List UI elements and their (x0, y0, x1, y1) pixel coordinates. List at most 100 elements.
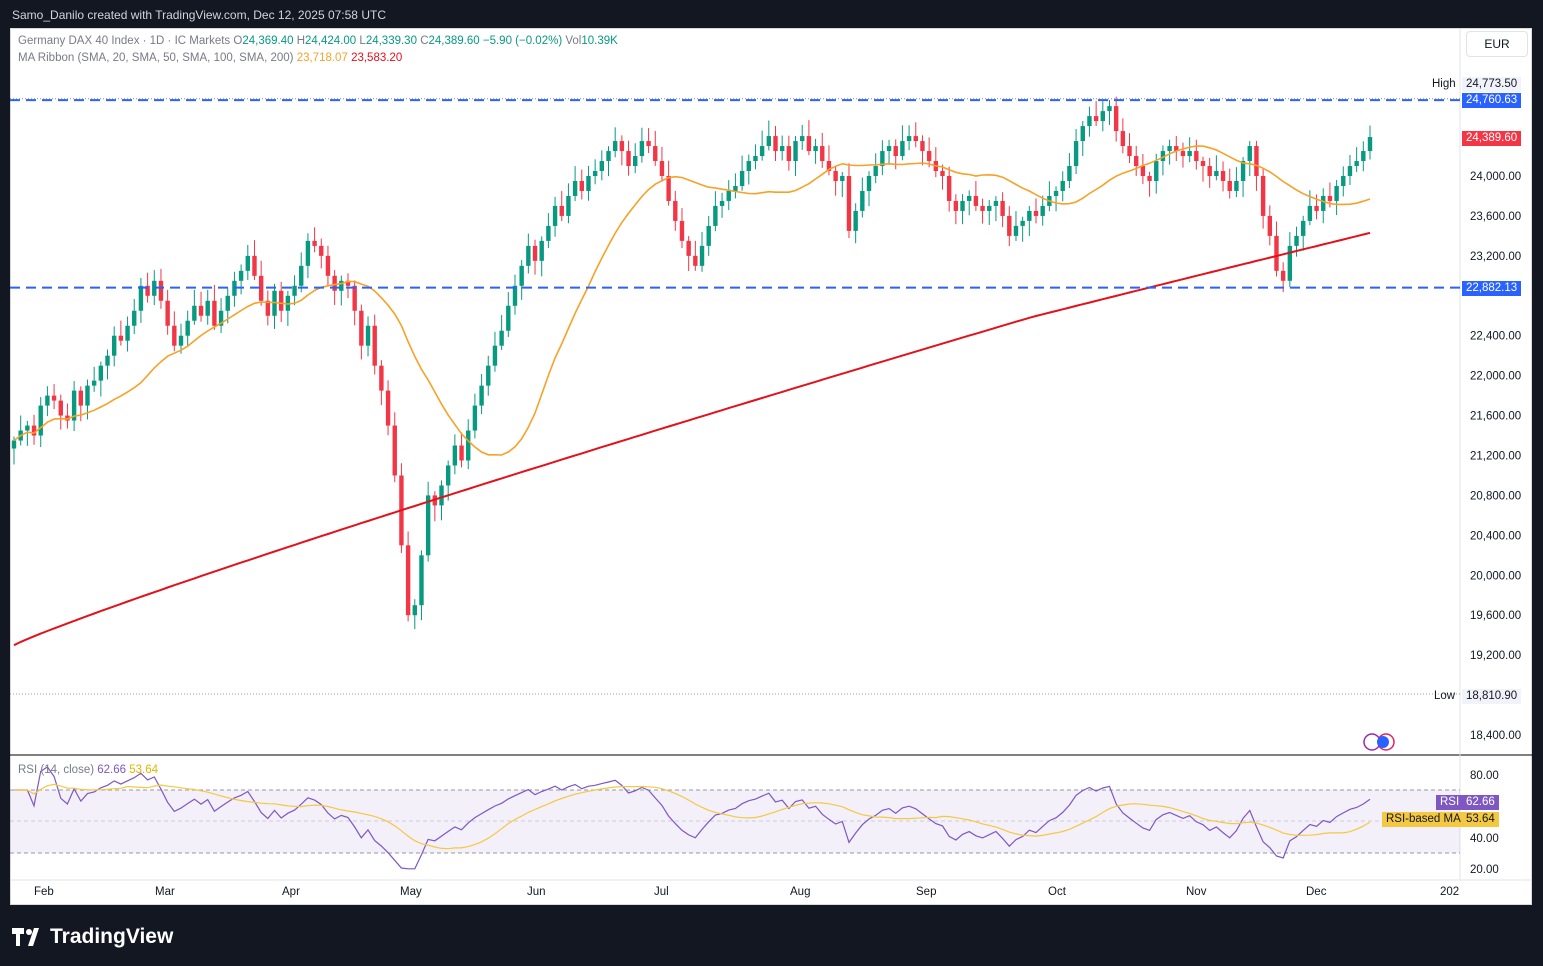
candle-body (172, 325, 177, 346)
candle (165, 289, 170, 335)
low-label: L (359, 35, 366, 47)
candle (886, 139, 892, 165)
candle (653, 130, 658, 166)
candle (693, 240, 698, 271)
candle (1347, 155, 1353, 185)
candle-body (900, 141, 905, 157)
candle (766, 120, 772, 151)
candle-body (1287, 245, 1293, 281)
candle (913, 122, 918, 148)
candle (572, 166, 578, 202)
candle (125, 316, 130, 352)
candle (412, 599, 417, 630)
candle (546, 213, 551, 249)
candle (1073, 129, 1079, 174)
candle-body (726, 190, 731, 201)
candle (559, 191, 564, 221)
candle-body (1000, 200, 1005, 216)
rsi-ma-line (14, 783, 1371, 850)
candle-body (506, 305, 511, 331)
rsi-legend[interactable]: RSI (14, close) 62.66 53.64 (18, 764, 158, 776)
candle-body (419, 555, 424, 606)
price-tick-label: 23,200.00 (1470, 251, 1521, 263)
rsi-tick-40: 40.00 (1470, 833, 1499, 845)
ma20-value: 23,718.07 (296, 52, 348, 64)
candle-body (1140, 166, 1146, 176)
candle-body (1007, 215, 1012, 236)
candle-body (466, 430, 471, 461)
candle-body (746, 161, 751, 172)
candle-body (319, 245, 324, 256)
time-tick-label: Sep (916, 886, 936, 898)
candle (45, 386, 50, 417)
candle-body (98, 365, 104, 381)
chart-frame[interactable] (10, 28, 1532, 905)
symbol-name: Germany DAX 40 Index · 1D · IC Markets (18, 35, 231, 47)
candle (786, 135, 792, 171)
candle (633, 143, 638, 174)
candle (452, 434, 458, 475)
candle (312, 227, 317, 253)
candle (252, 240, 257, 281)
currency-button[interactable]: EUR (1466, 31, 1528, 57)
candle-body (78, 390, 83, 406)
last-price-tag: 24,389.60 (1462, 131, 1522, 146)
candle-body (599, 161, 605, 172)
candle-body (1280, 270, 1286, 281)
candle (439, 480, 444, 521)
candle (98, 361, 104, 397)
candle-body (1194, 151, 1199, 162)
candle-body (1361, 151, 1366, 162)
rsi-ma-tag-value: 53.64 (1462, 812, 1499, 827)
candle-body (305, 240, 311, 266)
candle (532, 239, 538, 275)
candle (58, 394, 63, 430)
candle (800, 124, 805, 150)
horizontal-levels[interactable] (10, 98, 1460, 695)
candle (392, 412, 397, 483)
candle (1200, 156, 1206, 182)
candle (506, 292, 511, 337)
price-axis-ticks[interactable]: 24,000.00 23,600.00 23,200.00 22,400.00 22,0… (1470, 171, 1521, 742)
candle (973, 180, 979, 211)
candle (880, 140, 885, 176)
candle (873, 153, 878, 184)
candle-body (1254, 146, 1259, 176)
symbol-legend[interactable]: Germany DAX 40 Index · 1D · IC Markets O… (18, 35, 618, 47)
ma-legend[interactable]: MA Ribbon (SMA, 20, SMA, 50, SMA, 100, S… (18, 52, 402, 64)
candle (11, 436, 17, 465)
candle (666, 160, 671, 206)
candle-body (693, 255, 698, 266)
candle-body (1227, 180, 1232, 191)
candle-body (1367, 137, 1373, 152)
time-axis-ticks[interactable]: Feb Mar Apr May Jun Jul Aug Sep Oct Nov Dec 202 (34, 886, 1459, 898)
rsi-line (14, 766, 1371, 870)
price-tick-label: 20,000.00 (1470, 570, 1521, 582)
candle-body (45, 395, 50, 406)
candle (1334, 180, 1339, 216)
candle-body (866, 176, 872, 191)
candle (1301, 215, 1306, 251)
candle (1053, 186, 1059, 212)
earth-icon[interactable] (1377, 736, 1389, 748)
candle (1180, 142, 1186, 168)
candle (706, 215, 711, 256)
tradingview-logo[interactable]: TradingView (12, 925, 173, 949)
candle-body (31, 425, 37, 436)
low-tag-value: 18,810.90 (1462, 689, 1522, 704)
candle-body (365, 325, 371, 346)
ma20-line (13, 145, 1371, 456)
support-tag[interactable]: 22,882.13 (1462, 281, 1522, 296)
candle (733, 173, 738, 199)
candle-body (51, 395, 57, 401)
candle-body (145, 285, 150, 296)
candle-body (1060, 180, 1065, 191)
candle-body (893, 146, 898, 157)
candle (379, 360, 384, 406)
candle-body (1127, 146, 1132, 157)
candles[interactable] (11, 96, 1373, 630)
price-tick-label: 20,400.00 (1470, 530, 1521, 542)
candle-body (913, 136, 918, 142)
resistance-tag[interactable]: 24,760.63 (1462, 93, 1522, 108)
